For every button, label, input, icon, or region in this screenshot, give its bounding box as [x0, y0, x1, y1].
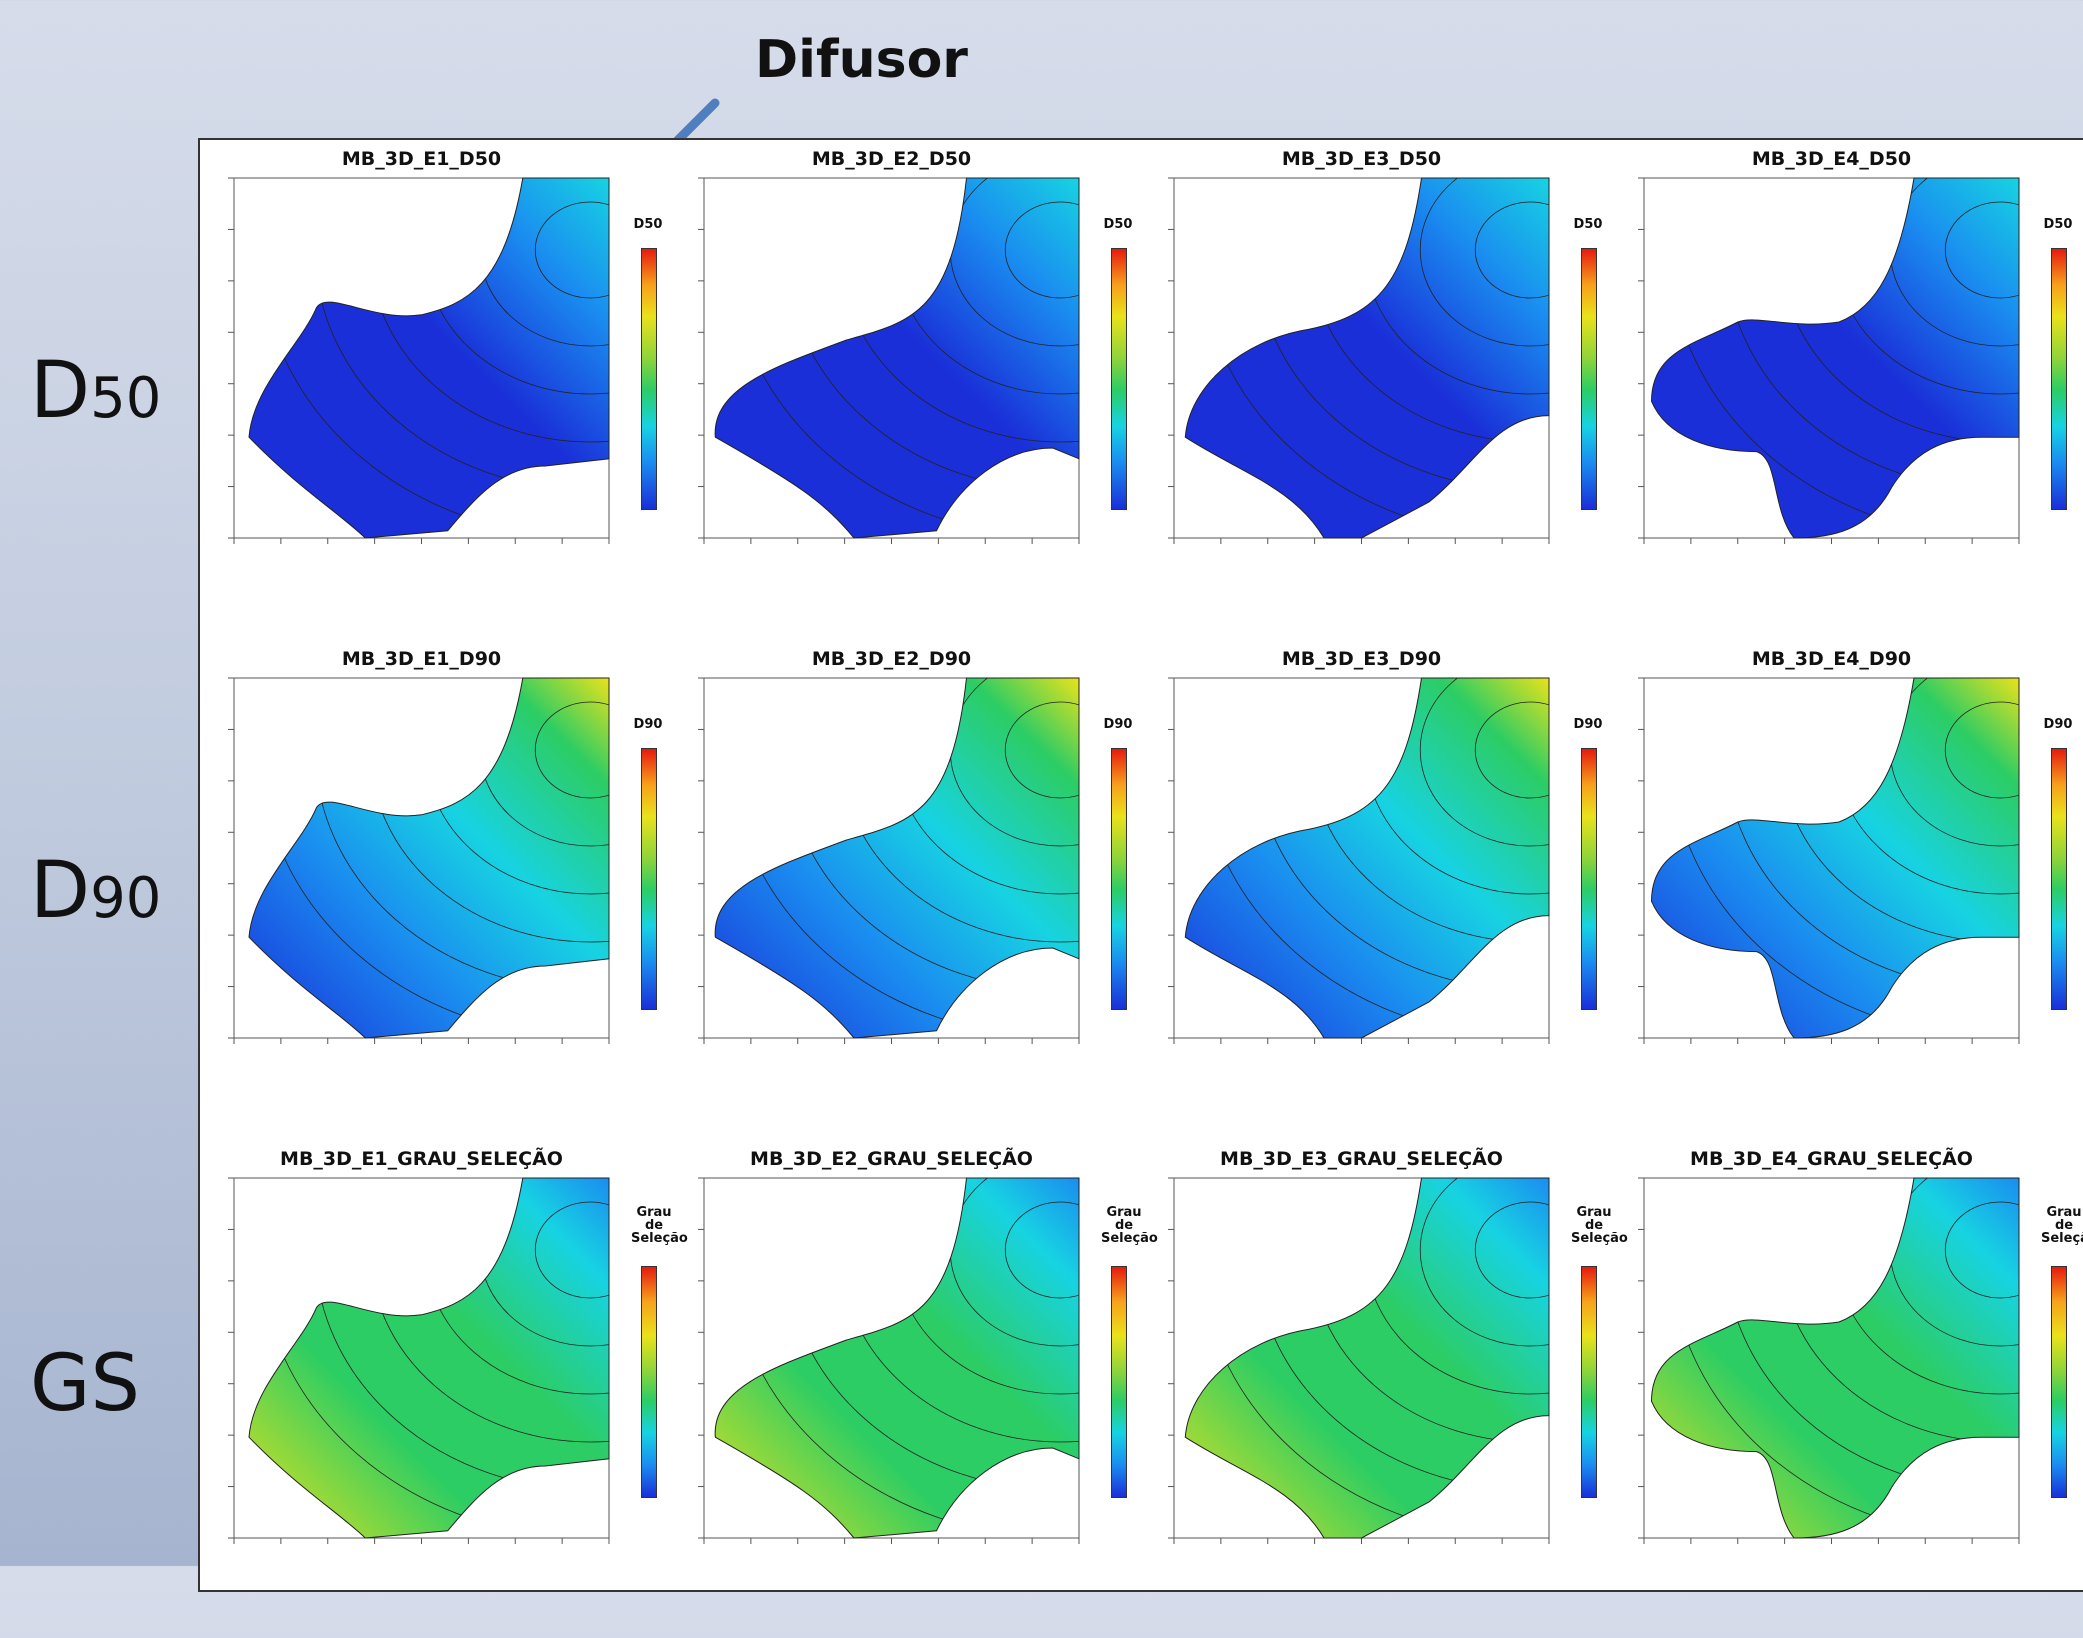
row-label-d50-sub: 50 — [90, 366, 162, 431]
row-label-d90-sub: 90 — [90, 866, 162, 931]
contour-line — [1004, 1201, 1079, 1299]
contour-plot — [1168, 677, 1550, 1044]
contour-line — [1419, 678, 1550, 847]
contour-region — [714, 1177, 1080, 1539]
contour-plot — [1638, 677, 2020, 1044]
contour-line — [1944, 701, 2019, 799]
colorbar-title: D90 — [1103, 717, 1133, 732]
contour-region — [714, 677, 1080, 1039]
colorbar-title: D50 — [2043, 217, 2073, 232]
contour-region — [1650, 677, 2020, 1039]
row-label-d90-main: D — [30, 846, 91, 936]
row-label-d50-main: D — [30, 346, 91, 436]
contour-line — [1004, 701, 1079, 799]
contour-panel: MB_3D_E4_D50 D50 — [1624, 148, 2083, 638]
panel-title: MB_3D_E2_GRAU_SELEÇÃO — [750, 1148, 1033, 1170]
contour-panel: MB_3D_E3_D50 D50 — [1154, 148, 1614, 638]
contour-plot — [698, 677, 1080, 1044]
row-label-gs: GS — [30, 1345, 140, 1423]
panel-title: MB_3D_E4_D90 — [1751, 648, 1912, 670]
panel-title: MB_3D_E1_D90 — [341, 648, 502, 670]
contour-panel: MB_3D_E1_D50 D50 — [214, 148, 674, 638]
colorbar — [2051, 248, 2067, 510]
colorbar — [1111, 248, 1127, 510]
contour-line — [1474, 701, 1550, 799]
contour-plot — [1168, 177, 1550, 544]
panel-title: MB_3D_E2_D50 — [811, 148, 972, 170]
contour-line — [534, 1201, 609, 1299]
colorbar — [1111, 1266, 1127, 1498]
contour-plot — [698, 1177, 1080, 1544]
contour-region — [714, 177, 1080, 539]
colorbar — [1581, 1266, 1597, 1498]
contour-region — [1184, 677, 1550, 1039]
colorbar — [1581, 748, 1597, 1010]
colorbar-title: D90 — [2043, 717, 2073, 732]
panel-title: MB_3D_E4_GRAU_SELEÇÃO — [1690, 1148, 1973, 1170]
contour-line — [1944, 1201, 2019, 1299]
colorbar — [1111, 748, 1127, 1010]
contour-plot — [228, 1177, 610, 1544]
panel-title: MB_3D_E4_D50 — [1751, 148, 1912, 170]
colorbar — [1581, 248, 1597, 510]
panel-title: MB_3D_E2_D90 — [811, 648, 972, 670]
contour-plot — [1638, 177, 2020, 544]
contour-region — [1184, 177, 1550, 539]
contour-line — [1004, 201, 1079, 299]
difusor-callout: Difusor — [755, 30, 968, 90]
row-label-gs-main: GS — [30, 1339, 140, 1429]
row-label-d90: D90 — [30, 852, 161, 930]
colorbar-title: Grau de Seleção — [1571, 1205, 1628, 1246]
panel-title: MB_3D_E3_D90 — [1281, 648, 1442, 670]
colorbar-title: Grau de Seleção — [1101, 1205, 1158, 1246]
contour-plot — [228, 177, 610, 544]
contour-line — [534, 701, 609, 799]
panel-title: MB_3D_E1_GRAU_SELEÇÃO — [280, 1148, 563, 1170]
contour-region — [1184, 1177, 1550, 1539]
contour-panel: MB_3D_E2_GRAU_SELEÇÃO Grau de Seleção — [684, 1148, 1158, 1638]
contour-plot — [1168, 1177, 1550, 1544]
contour-panel: MB_3D_E2_D90 D90 — [684, 648, 1144, 1138]
contour-plot — [1638, 1177, 2020, 1544]
contour-region — [1650, 177, 2020, 539]
contour-plot — [228, 677, 610, 1044]
colorbar-title: D90 — [1573, 717, 1603, 732]
panel-title: MB_3D_E1_D50 — [341, 148, 502, 170]
colorbar-title: Grau de Seleção — [2041, 1205, 2083, 1246]
contour-line — [1419, 1178, 1550, 1347]
contour-region — [248, 177, 610, 539]
colorbar-title: D50 — [633, 217, 663, 232]
panel-title: MB_3D_E3_D50 — [1281, 148, 1442, 170]
contour-line — [1944, 201, 2019, 299]
colorbar — [641, 748, 657, 1010]
contour-region — [248, 1177, 610, 1539]
contour-panel: MB_3D_E3_GRAU_SELEÇÃO Grau de Seleção — [1154, 1148, 1628, 1638]
contour-panel: MB_3D_E2_D50 D50 — [684, 148, 1144, 638]
panel-title: MB_3D_E3_GRAU_SELEÇÃO — [1220, 1148, 1503, 1170]
colorbar — [2051, 1266, 2067, 1498]
contour-region — [1650, 1177, 2020, 1539]
row-label-d50: D50 — [30, 352, 161, 430]
contour-line — [1419, 178, 1550, 347]
contour-panel: MB_3D_E4_GRAU_SELEÇÃO Grau de Seleção — [1624, 1148, 2083, 1638]
contour-region — [248, 677, 610, 1039]
colorbar — [641, 248, 657, 510]
contour-line — [534, 201, 609, 299]
contour-panel: MB_3D_E1_GRAU_SELEÇÃO Grau de Seleção — [214, 1148, 688, 1638]
contour-panel: MB_3D_E4_D90 D90 — [1624, 648, 2083, 1138]
contour-line — [1474, 1201, 1550, 1299]
contour-figure-grid: MB_3D_E1_D50 D50 MB_3D_E2_D50 D50 MB_3D_E3_D… — [198, 138, 2083, 1592]
contour-panel: MB_3D_E3_D90 D90 — [1154, 648, 1614, 1138]
colorbar — [2051, 748, 2067, 1010]
colorbar-title: Grau de Seleção — [631, 1205, 688, 1246]
colorbar — [641, 1266, 657, 1498]
colorbar-title: D90 — [633, 717, 663, 732]
colorbar-title: D50 — [1103, 217, 1133, 232]
contour-plot — [698, 177, 1080, 544]
contour-line — [1474, 201, 1550, 299]
contour-panel: MB_3D_E1_D90 D90 — [214, 648, 674, 1138]
colorbar-title: D50 — [1573, 217, 1603, 232]
